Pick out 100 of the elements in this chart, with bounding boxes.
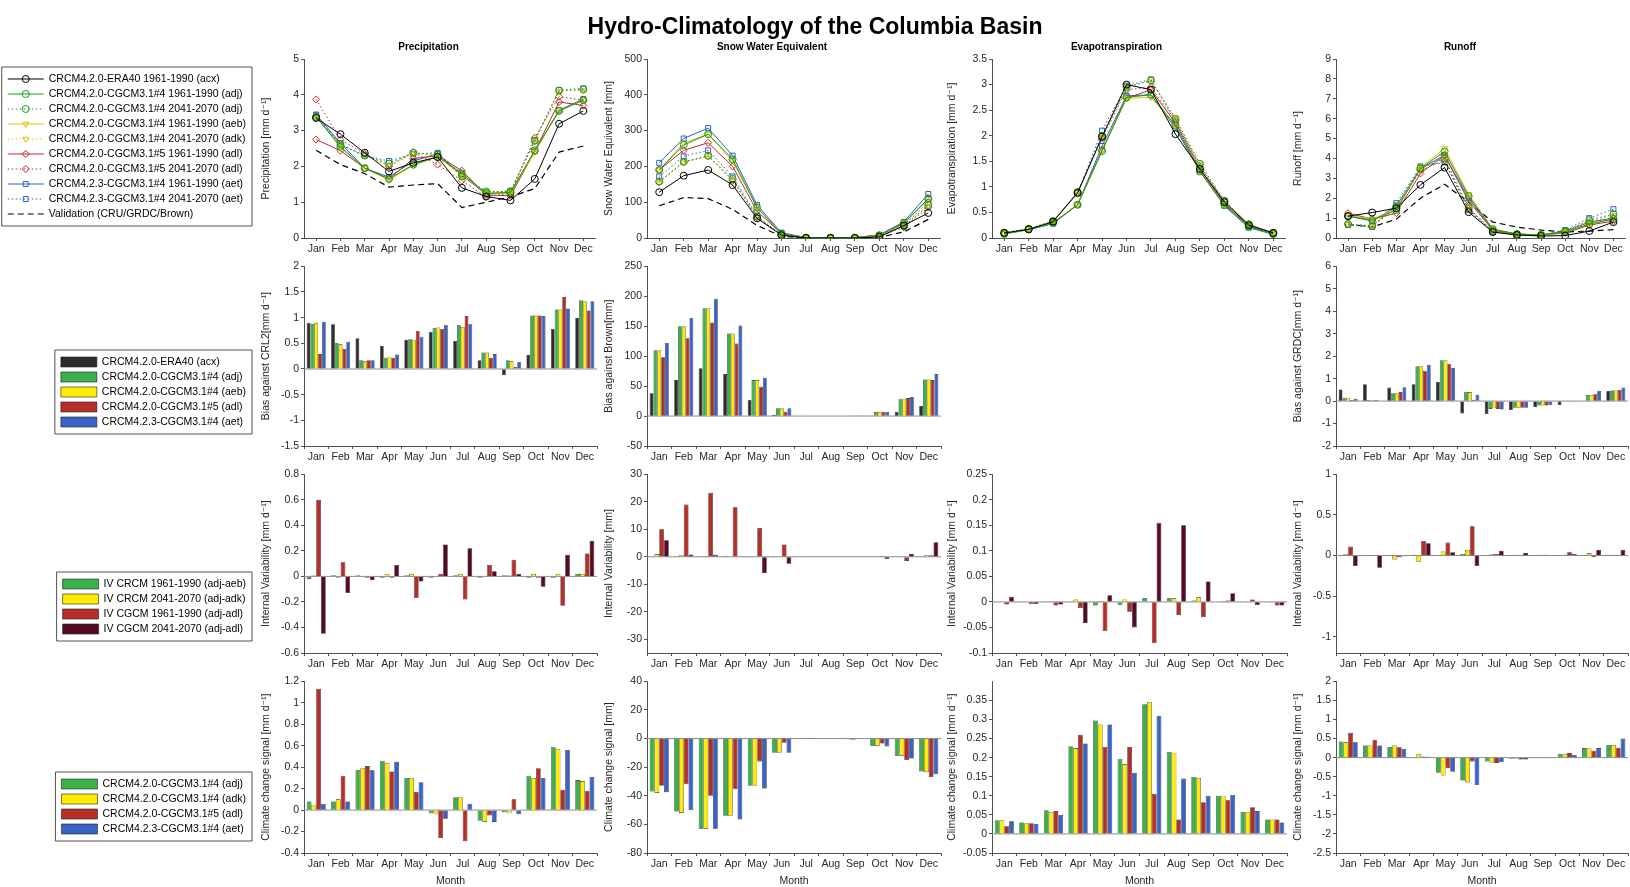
x-tick-label: May xyxy=(1435,857,1457,870)
legend-label: CRCM4.2.3-CGCM3.1#4 2041-2070 (aet) xyxy=(48,192,244,205)
legend-label: CRCM4.2.0-CGCM3.1#5 1961-1990 (adl) xyxy=(48,147,243,160)
x-axis-title: Month xyxy=(1124,873,1155,886)
y-tick-label: 100 xyxy=(624,349,643,362)
x-tick-label: Jan xyxy=(650,450,668,463)
x-tick-label: May xyxy=(1435,450,1457,463)
y-tick-label: 1.5 xyxy=(284,284,300,297)
x-tick-label: Feb xyxy=(331,242,350,255)
y-tick-label: -1.5 xyxy=(280,438,300,451)
x-tick-label: Aug xyxy=(1167,657,1186,670)
y-tick-label: 0.25 xyxy=(966,467,988,480)
x-tick-label: Nov xyxy=(1240,657,1261,670)
x-axis-title: Month xyxy=(779,873,809,886)
x-tick-label: Jun xyxy=(429,857,447,870)
x-tick-label: Aug xyxy=(1166,242,1185,255)
x-tick-label: Feb xyxy=(1019,242,1038,255)
legend-label: IV CRCM 1961-1990 (adj-aeb) xyxy=(103,577,247,590)
x-tick-label: Sep xyxy=(1533,857,1553,870)
x-tick-label: Apr xyxy=(1412,450,1430,463)
chart-title: Precipitation xyxy=(398,40,459,52)
x-tick-label: Mar xyxy=(1387,450,1407,463)
y-tick-label: -50 xyxy=(626,438,643,451)
x-tick-label: Sep xyxy=(1191,857,1211,870)
y-axis-title: Bias against Brown[mm] xyxy=(602,299,615,413)
y-tick-label: 0 xyxy=(981,594,988,607)
x-tick-label: Mar xyxy=(355,242,375,255)
x-tick-label: Nov xyxy=(1582,657,1602,670)
y-tick-label: 3 xyxy=(981,77,988,90)
x-tick-label: Feb xyxy=(1363,857,1382,870)
x-tick-label: Feb xyxy=(1363,450,1382,463)
x-tick-label: May xyxy=(403,450,425,463)
y-tick-label: -2 xyxy=(1321,826,1332,839)
y-tick-label: -10 xyxy=(626,577,643,590)
x-tick-label: Oct xyxy=(1558,857,1576,870)
x-tick-label: Jul xyxy=(799,450,813,463)
x-tick-label: Jul xyxy=(1487,857,1501,870)
x-tick-label: Jan xyxy=(1339,450,1357,463)
x-tick-label: Oct xyxy=(526,242,544,255)
x-tick-label: Mar xyxy=(1044,242,1063,255)
y-tick-label: 1.2 xyxy=(284,674,300,687)
x-tick-label: Mar xyxy=(1387,242,1406,255)
y-tick-label: -0.5 xyxy=(280,387,300,400)
x-tick-label: Sep xyxy=(1533,657,1553,670)
y-tick-label: 200 xyxy=(624,159,643,172)
legend-label: CRCM4.2.0-CGCM3.1#4 1961-1990 (adj) xyxy=(48,87,243,100)
legend-label: Validation (CRU/GRDC/Brown) xyxy=(48,207,194,220)
x-tick-label: Jan xyxy=(307,450,325,463)
x-tick-label: Jun xyxy=(1118,242,1136,255)
legend-label: CRCM4.2.0-CGCM3.1#4 1961-1990 (aeb) xyxy=(48,117,247,130)
y-tick-label: 1 xyxy=(293,310,300,323)
legend-label: CRCM4.2.0-CGCM3.1#5 (adl) xyxy=(101,400,243,413)
x-tick-label: Mar xyxy=(355,857,375,870)
x-tick-label: Dec xyxy=(1606,657,1626,670)
y-tick-label: 4 xyxy=(1325,151,1332,164)
x-tick-label: Sep xyxy=(845,857,865,870)
x-tick-label: Jan xyxy=(650,857,668,870)
x-tick-label: Nov xyxy=(549,242,570,255)
y-tick-label: 1 xyxy=(293,695,300,708)
x-tick-label: Apr xyxy=(1069,657,1087,670)
y-axis-title: Bias against CRL2[mm d⁻¹] xyxy=(259,292,272,421)
y-tick-label: 0 xyxy=(981,230,988,243)
y-axis-title: Climate change signal [mm d⁻¹] xyxy=(1291,693,1304,841)
x-tick-label: Oct xyxy=(527,450,545,463)
y-tick-label: 2.5 xyxy=(972,103,988,116)
x-tick-label: Dec xyxy=(919,857,939,870)
x-tick-label: Jul xyxy=(455,657,470,670)
x-tick-label: Jul xyxy=(1486,242,1500,255)
x-tick-label: Dec xyxy=(1263,242,1283,255)
x-tick-label: Dec xyxy=(1604,242,1623,255)
legend-label: CRCM4.2.0-CGCM3.1#4 (aeb) xyxy=(101,385,247,398)
y-axis-title: Runoff [mm d⁻¹] xyxy=(1291,111,1304,186)
x-tick-label: Apr xyxy=(724,450,742,463)
y-tick-label: 0.2 xyxy=(284,543,300,556)
y-tick-label: 0.6 xyxy=(284,492,300,505)
x-tick-label: Jul xyxy=(1145,857,1159,870)
y-tick-label: 0.4 xyxy=(284,760,300,773)
y-tick-label: 0.5 xyxy=(1316,731,1332,744)
x-tick-label: Jun xyxy=(1461,657,1479,670)
legend-label: CRCM4.2.0-CGCM3.1#4 2041-2070 (adj) xyxy=(48,102,243,115)
x-tick-label: Jul xyxy=(1487,657,1501,670)
x-tick-label: Apr xyxy=(1412,657,1430,670)
y-tick-label: -0.1 xyxy=(968,645,988,658)
x-tick-label: Oct xyxy=(871,857,888,870)
x-tick-label: Sep xyxy=(845,657,865,670)
x-tick-label: Jul xyxy=(1145,657,1159,670)
y-tick-label: 0.1 xyxy=(972,788,988,801)
legend-label: CRCM4.2.0-CGCM3.1#4 2041-2070 (adk) xyxy=(48,132,246,145)
y-tick-label: 1 xyxy=(1325,371,1332,384)
y-tick-label: 0.6 xyxy=(284,738,300,751)
y-tick-label: 3 xyxy=(1325,171,1332,184)
y-tick-label: -0.05 xyxy=(963,845,988,858)
y-tick-label: 40 xyxy=(630,674,643,687)
x-tick-label: Nov xyxy=(894,657,915,670)
x-tick-label: Sep xyxy=(501,242,520,255)
y-tick-label: 0 xyxy=(293,361,300,374)
legend-label: CRCM4.2.3-CGCM3.1#4 (aet) xyxy=(101,415,244,428)
x-tick-label: Apr xyxy=(724,857,742,870)
y-tick-label: -1 xyxy=(1321,416,1332,429)
x-tick-label: Jul xyxy=(455,242,469,255)
